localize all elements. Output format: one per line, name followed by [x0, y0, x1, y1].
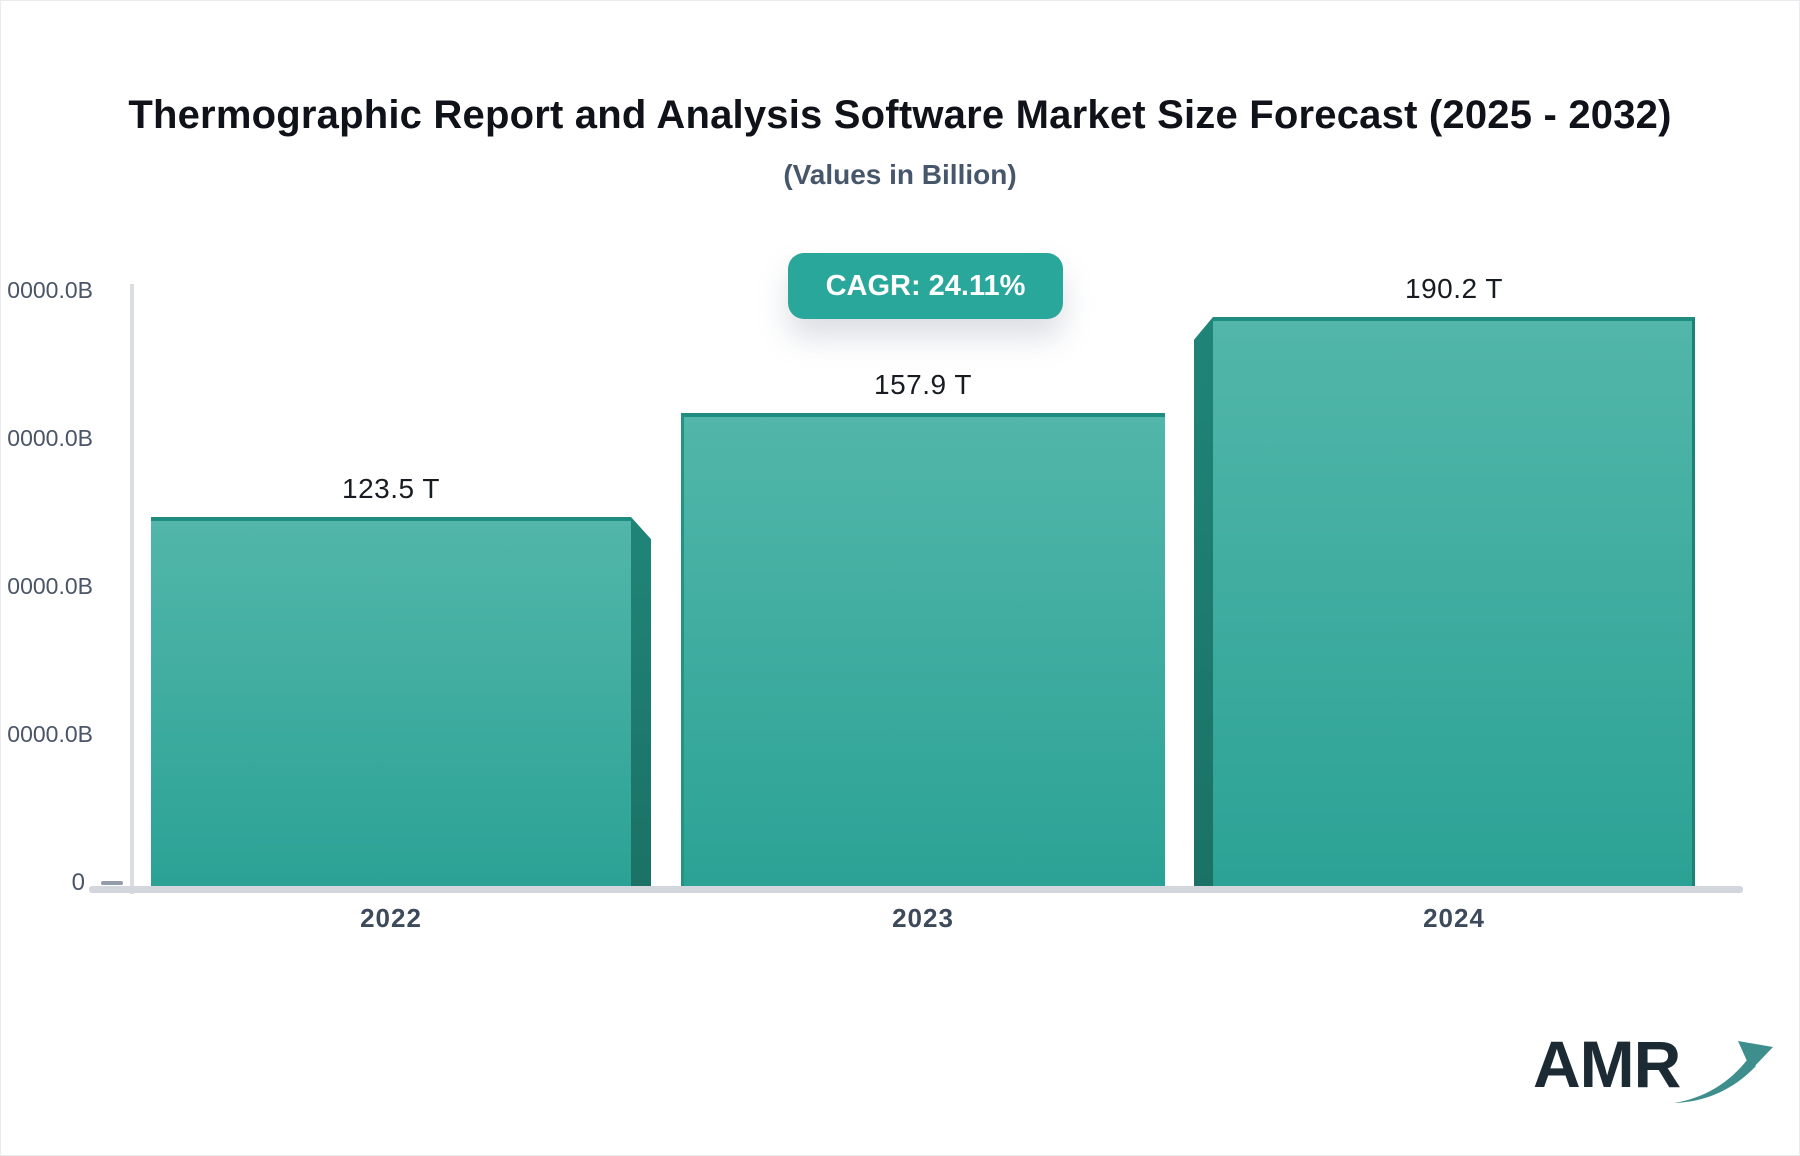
growth-arrow-icon: [1674, 1041, 1774, 1103]
amr-logo-text: AMR: [1533, 1027, 1681, 1101]
y-axis-tick-label: 0000.0B: [7, 277, 93, 303]
y-axis-tick-label: 0000.0B: [7, 425, 93, 451]
cagr-badge: CAGR: 24.11%: [788, 253, 1063, 319]
bar-2023: [681, 413, 1165, 886]
x-axis-baseline: [89, 886, 1743, 893]
bar-value-label-2022: 123.5 T: [342, 473, 440, 504]
bar-2022-side-shadow: [631, 517, 651, 886]
x-axis-label-2023: 2023: [892, 903, 954, 933]
y-axis-zero-tick: [101, 881, 123, 885]
chart-title: Thermographic Report and Analysis Softwa…: [128, 93, 1672, 137]
y-axis-zero-label: 0: [71, 869, 85, 896]
y-axis-line: [130, 284, 134, 894]
bar-2022: [151, 517, 631, 886]
x-axis-label-2024: 2024: [1423, 903, 1485, 933]
x-axis-label-2022: 2022: [360, 903, 422, 933]
chart-subtitle: (Values in Billion): [783, 159, 1017, 190]
bar-value-label-2023: 157.9 T: [874, 369, 972, 400]
y-axis-tick-label: 0000.0B: [7, 721, 93, 747]
y-axis-tick-label: 0000.0B: [7, 573, 93, 599]
amr-logo: AMR: [1533, 1031, 1776, 1107]
bar-2024: [1213, 317, 1695, 886]
bar-value-label-2024: 190.2 T: [1405, 273, 1503, 304]
bar-2024-side-shadow: [1194, 317, 1213, 886]
